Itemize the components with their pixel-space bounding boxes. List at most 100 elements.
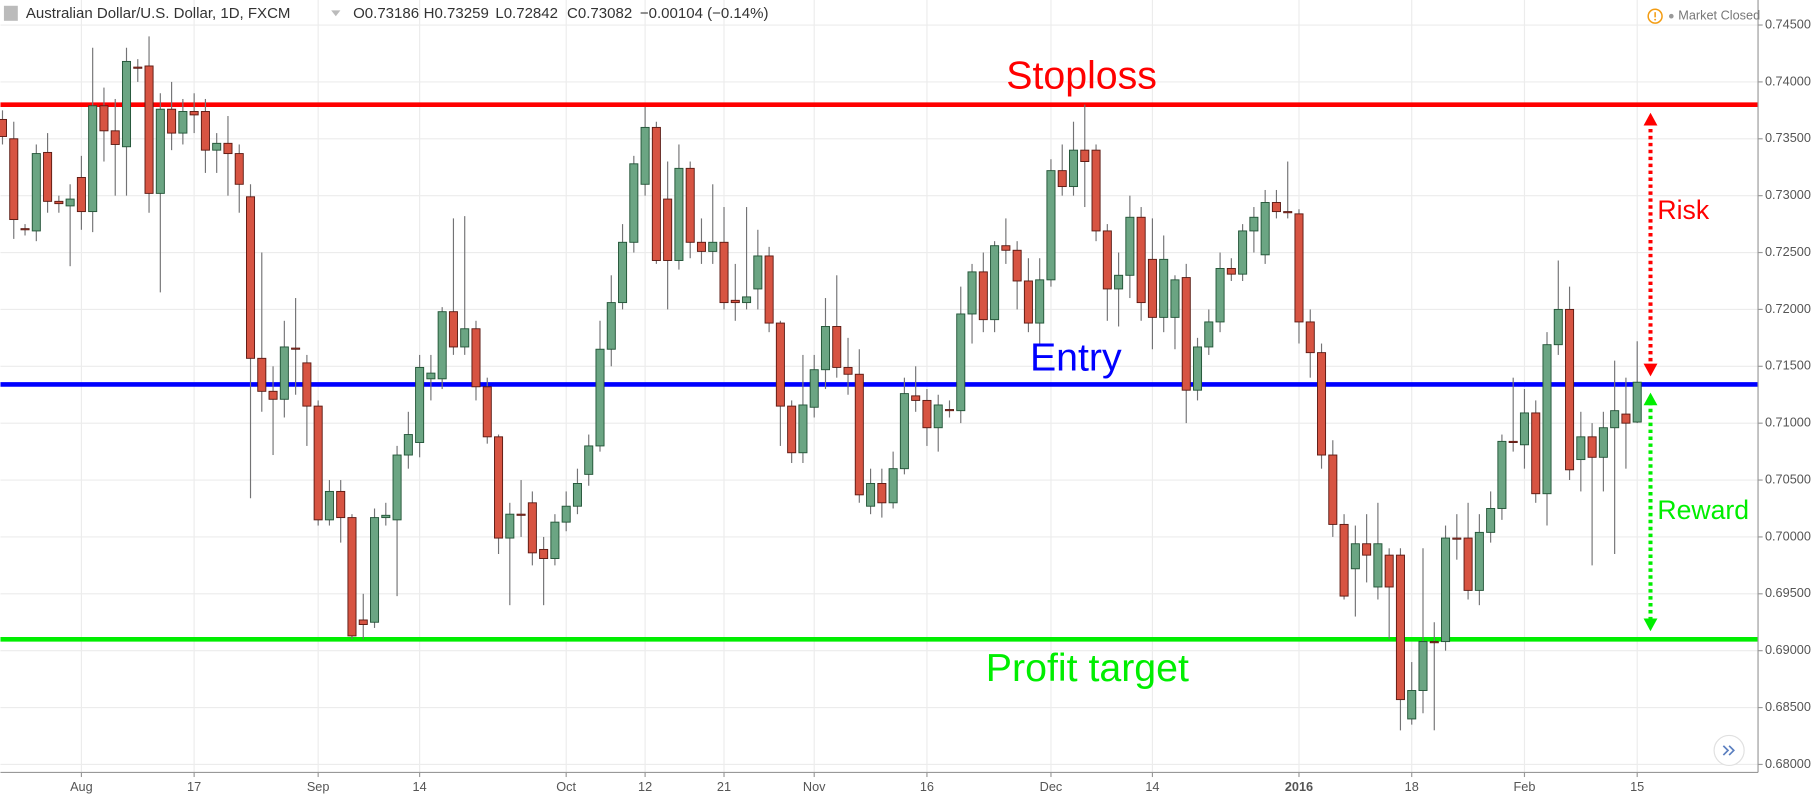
candle-body [527,502,537,554]
range-arrow-head [1643,112,1658,126]
candle-body [200,111,210,151]
x-tick-label: Dec [1040,779,1063,794]
candle-body [1429,641,1439,644]
candle-body [787,405,797,454]
candle-body [505,513,515,539]
candle-body [1136,216,1146,304]
candle-body [595,348,605,447]
range-arrow-head [1643,618,1658,632]
candle-body [1418,641,1428,691]
candle-body [696,241,706,252]
scroll-button[interactable] [1713,734,1745,767]
status-icon [1647,8,1663,24]
x-tick-label: 14 [413,779,427,794]
levels [0,102,1759,642]
candle-body [65,198,75,207]
x-tick-label: 18 [1405,779,1419,794]
candle-body [618,241,628,304]
candle-body [155,108,165,194]
level-label: Entry [1030,336,1122,380]
candle-body [212,142,222,151]
level-label: Stoploss [1006,53,1157,97]
candle-body [854,373,864,496]
candle-body [1159,258,1169,318]
y-tick-label: 0.71500 [1765,358,1811,373]
candle-body [899,393,909,470]
chart-title: Australian Dollar/U.S. Dollar, 1D, FXCM [26,5,291,22]
candle-body [674,167,684,261]
candle-body [1305,321,1315,354]
candle-body [1384,554,1394,588]
candle-body [336,490,346,519]
candle-body [1328,454,1338,525]
candle-body [663,198,673,261]
candle-body [685,167,695,243]
candle-body [426,372,436,380]
candle-body [1531,412,1541,495]
candle-body [1226,268,1236,275]
candle-body [133,66,143,69]
dropdown-icon[interactable] [331,10,341,17]
candle-body [944,409,955,412]
candle-body [1170,279,1180,318]
level-label: Profit target [986,646,1189,690]
candle-body [144,65,154,194]
candle-body [223,142,233,155]
candle-body [1283,211,1293,214]
candle-body [1576,436,1586,461]
candle-body [820,326,830,371]
candle-body [99,105,109,132]
y-tick-label: 0.68000 [1765,756,1811,771]
y-tick-label: 0.73500 [1765,130,1811,145]
candle-body [88,105,98,213]
candle-body [1407,690,1417,720]
candle-body [324,490,334,521]
status-icon-dot [1654,18,1657,21]
change-label: −0.00104 (−0.14%) [640,5,769,22]
candle-body [775,322,785,407]
candle-body [257,357,267,392]
candle-body [1519,412,1529,446]
candle-body [911,395,921,401]
candle-body [471,328,481,388]
candle-body [54,200,64,205]
candle-body [1610,410,1620,429]
candle-body [1114,274,1124,290]
candle-body [1621,413,1631,424]
candle-body [1508,440,1518,443]
low-label: L0.72842 [495,5,558,22]
candle-body [956,313,966,412]
y-tick-label: 0.73000 [1765,187,1811,202]
x-tick-label: Aug [70,779,93,794]
candle-body [1632,381,1642,423]
candle-body [1598,427,1608,458]
range-arrow-head [1643,392,1658,406]
candle-body [606,302,616,350]
range-label: Reward [1657,495,1749,525]
candle-body [1497,440,1507,509]
candle-body [1260,202,1270,256]
candle-body [189,111,199,116]
candle-body [1373,543,1383,588]
annotations: Stoploss Entry Profit target Risk Reward [986,53,1749,689]
candle-body [1091,149,1101,232]
candle-body [978,271,988,321]
candle-body [482,386,492,438]
y-tick-label: 0.74000 [1765,73,1811,88]
candle-body [1294,213,1304,323]
candle-body [798,404,808,454]
y-tick-label: 0.74500 [1765,16,1811,31]
scroll-button-icon[interactable] [1722,745,1735,756]
candle-body [1023,280,1033,324]
candle-body [708,241,718,252]
candle-body [1565,308,1575,471]
candle-body [1204,321,1214,348]
candle-body [121,60,132,148]
candle-body [1238,230,1248,275]
candle-body [167,108,177,134]
candle-body [415,366,425,443]
candle-body [268,390,278,400]
candle-body [1147,258,1157,318]
y-tick-label: 0.72500 [1765,244,1811,259]
